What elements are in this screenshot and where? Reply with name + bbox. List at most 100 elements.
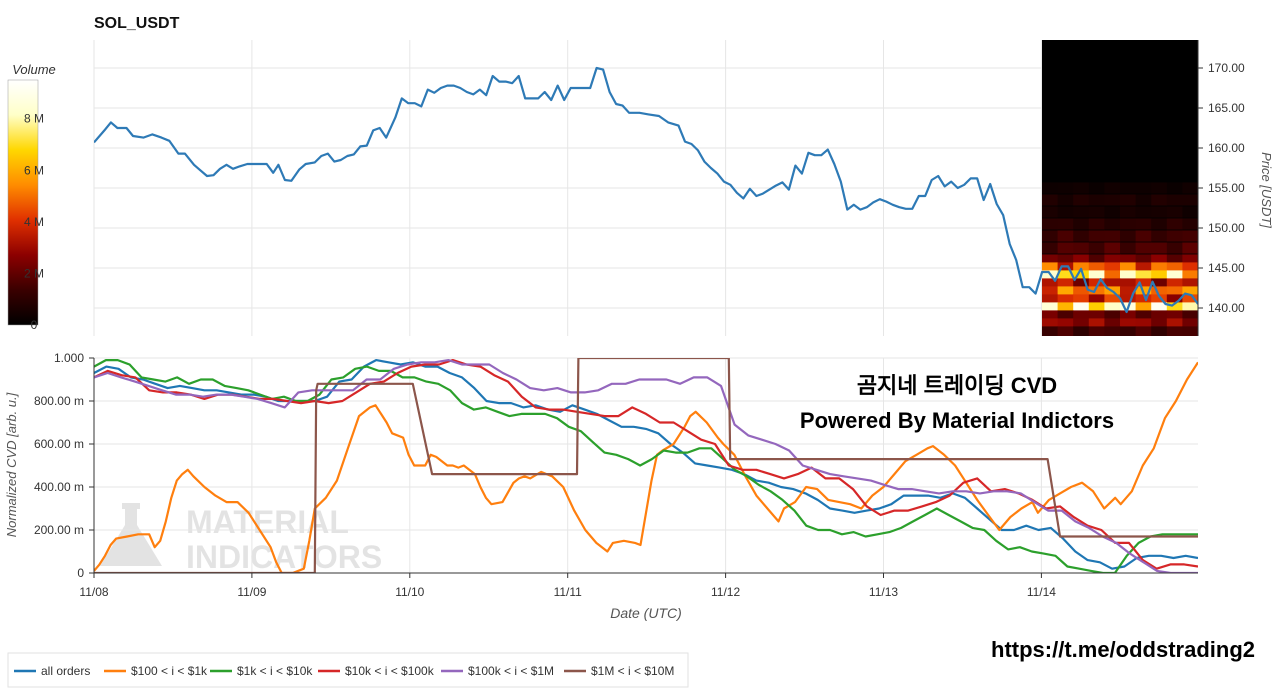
heatmap-cell — [1182, 194, 1198, 206]
heatmap-cell — [1120, 326, 1137, 336]
heatmap-cell — [1182, 254, 1198, 266]
heatmap-cell — [1166, 262, 1183, 274]
heatmap-cell — [1151, 318, 1168, 330]
heatmap-cell — [1166, 286, 1183, 298]
heatmap-cell — [1135, 242, 1152, 254]
x-tick-label: 11/11 — [554, 585, 583, 599]
heatmap-cell — [1073, 206, 1090, 218]
cvd-series-line-5 — [94, 359, 1198, 573]
heatmap-cell — [1166, 270, 1183, 282]
heatmap-cell — [1042, 218, 1059, 230]
heatmap-cell — [1088, 270, 1105, 282]
heatmap-cell — [1151, 218, 1168, 230]
heatmap-cell — [1104, 302, 1121, 314]
heatmap-cell — [1151, 262, 1168, 274]
cvd-axis-label: Normalized CVD [arb. u.] — [4, 392, 19, 537]
heatmap-cell — [1135, 230, 1152, 242]
heatmap-cell — [1135, 326, 1152, 336]
heatmap-cell — [1182, 326, 1198, 336]
heatmap-cell — [1042, 318, 1059, 330]
heatmap-cell — [1135, 270, 1152, 282]
heatmap-cell — [1073, 218, 1090, 230]
heatmap-cell — [1104, 262, 1121, 274]
telegram-url[interactable]: https://t.me/oddstrading2 — [991, 637, 1255, 662]
date-axis-label: Date (UTC) — [610, 605, 682, 621]
heatmap-cell — [1120, 254, 1137, 266]
heatmap-cell — [1166, 194, 1183, 206]
heatmap-cell — [1104, 270, 1121, 282]
heatmap-cell — [1166, 310, 1183, 322]
heatmap-cell — [1042, 270, 1059, 282]
overlay-line-2: Powered By Material Indictors — [800, 408, 1114, 433]
heatmap-cell — [1151, 254, 1168, 266]
heatmap-cell — [1182, 182, 1198, 194]
heatmap-cell — [1135, 254, 1152, 266]
heatmap-cell — [1088, 294, 1105, 306]
heatmap-cell — [1120, 182, 1137, 194]
heatmap-cell — [1073, 242, 1090, 254]
heatmap-cell — [1120, 318, 1137, 330]
cvd-y-tick-label: 600.00 m — [34, 437, 84, 451]
watermark-line-1: MATERIAL — [186, 504, 349, 540]
heatmap-cell — [1120, 286, 1137, 298]
heatmap-cell — [1166, 218, 1183, 230]
heatmap-cell — [1088, 242, 1105, 254]
heatmap-cell — [1166, 242, 1183, 254]
heatmap-cell — [1166, 278, 1183, 290]
heatmap-cell — [1104, 206, 1121, 218]
heatmap-cell — [1088, 218, 1105, 230]
legend-label: $10k < i < $100k — [345, 664, 435, 678]
heatmap-cell — [1182, 318, 1198, 330]
heatmap-cell — [1088, 194, 1105, 206]
heatmap-cell — [1073, 270, 1090, 282]
heatmap-cell — [1104, 294, 1121, 306]
heatmap-cell — [1151, 242, 1168, 254]
heatmap-cell — [1120, 278, 1137, 290]
heatmap-cell — [1042, 206, 1059, 218]
heatmap-cell — [1182, 206, 1198, 218]
volume-colorbar: Volume 8 M 6 M 4 M 2 M 0 — [7, 62, 56, 332]
heatmap-cell — [1104, 230, 1121, 242]
heatmap-cell — [1151, 230, 1168, 242]
heatmap-cell — [1073, 302, 1090, 314]
heatmap-cell — [1104, 182, 1121, 194]
heatmap-cell — [1073, 278, 1090, 290]
overlay-text: 곰지네 트레이딩 CVD Powered By Material Indicto… — [800, 373, 1114, 433]
heatmap-cell — [1042, 294, 1059, 306]
heatmap-cell — [1166, 182, 1183, 194]
heatmap-cell — [1042, 278, 1059, 290]
heatmap-cell — [1057, 318, 1074, 330]
legend-label: $100k < i < $1M — [468, 664, 554, 678]
heatmap-cell — [1182, 230, 1198, 242]
heatmap-cell — [1073, 326, 1090, 336]
colorbar-gradient — [7, 79, 39, 326]
heatmap-cell — [1073, 230, 1090, 242]
heatmap-cell — [1057, 242, 1074, 254]
heatmap-cell — [1057, 230, 1074, 242]
cvd-y-tick-label: 400.00 m — [34, 480, 84, 494]
heatmap-cell — [1151, 302, 1168, 314]
heatmap-cell — [1042, 242, 1059, 254]
heatmap-cell — [1166, 326, 1183, 336]
price-y-tick-label: 155.00 — [1208, 181, 1245, 195]
heatmap-cell — [1182, 310, 1198, 322]
heatmap-cell — [1073, 318, 1090, 330]
heatmap-cell — [1120, 270, 1137, 282]
heatmap-cell — [1166, 318, 1183, 330]
heatmap-cell — [1135, 278, 1152, 290]
heatmap-cell — [1088, 206, 1105, 218]
heatmap-cell — [1135, 182, 1152, 194]
heatmap-cell — [1151, 294, 1168, 306]
cvd-y-tick-label: 0 — [77, 566, 84, 580]
price-y-tick-label: 170.00 — [1208, 61, 1245, 75]
heatmap-cell — [1135, 318, 1152, 330]
heatmap-cell — [1057, 302, 1074, 314]
heatmap-cell — [1073, 254, 1090, 266]
legend-label: all orders — [41, 664, 90, 678]
heatmap-cell — [1151, 194, 1168, 206]
legend-label: $1k < i < $10k — [237, 664, 313, 678]
heatmap-cell — [1057, 294, 1074, 306]
heatmap-cell — [1104, 326, 1121, 336]
